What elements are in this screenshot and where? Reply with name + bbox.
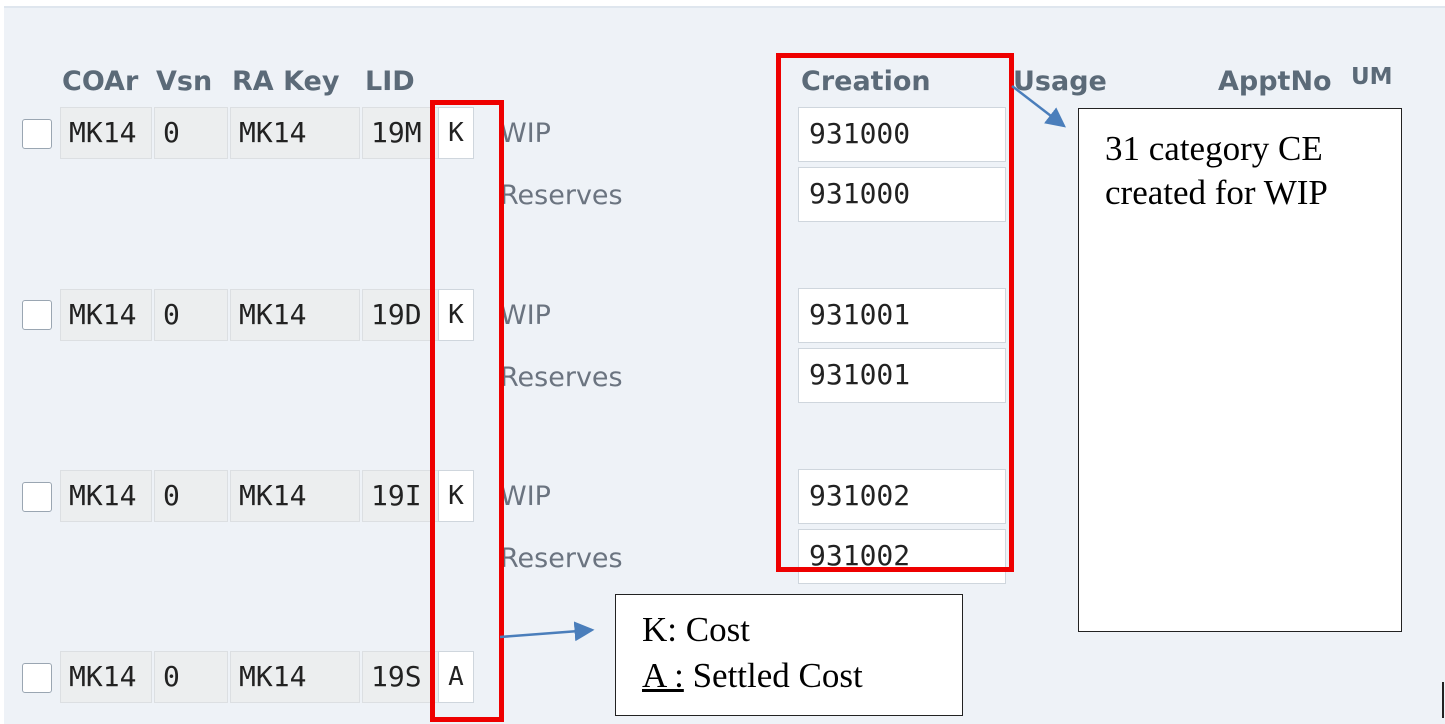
wip-label: WIP (500, 118, 551, 149)
row-select-checkbox[interactable] (22, 119, 52, 149)
category-legend: K: Cost A : Settled Cost (615, 594, 963, 716)
category-input[interactable]: K (438, 289, 474, 341)
lid-cell: 19D (362, 289, 440, 341)
ra-key-cell: MK14 (230, 470, 360, 522)
header-usage: Usage (1013, 66, 1107, 97)
row-select-checkbox[interactable] (22, 663, 52, 693)
header-um: UM (1351, 64, 1393, 90)
coar-cell: MK14 (60, 470, 152, 522)
coar-cell: MK14 (60, 651, 152, 703)
legend-cost: K: Cost (642, 610, 750, 649)
header-vsn: Vsn (156, 66, 213, 97)
coar-cell: MK14 (60, 289, 152, 341)
reserves-label: Reserves (500, 543, 623, 574)
legend-a-key: A : (642, 656, 684, 695)
vsn-cell: 0 (154, 470, 228, 522)
vsn-cell: 0 (154, 651, 228, 703)
ra-key-cell: MK14 (230, 651, 360, 703)
category-column-highlight (430, 100, 504, 722)
header-lid: LID (365, 66, 415, 97)
coar-cell: MK14 (60, 107, 152, 159)
header-creation: Creation (801, 66, 931, 97)
legend-a-text: Settled Cost (683, 656, 863, 695)
header-apptno: ApptNo (1218, 66, 1332, 97)
wip-creation-input[interactable]: 931000 (798, 107, 1006, 162)
lid-cell: 19I (362, 470, 440, 522)
wip-creation-input[interactable]: 931002 (798, 469, 1006, 524)
header-ra-key: RA Key (232, 66, 340, 97)
reserves-creation-input[interactable]: 931000 (798, 167, 1006, 222)
reserves-label: Reserves (500, 362, 623, 393)
category-input[interactable]: A (438, 651, 474, 703)
header-coar: COAr (62, 66, 139, 97)
category-input[interactable]: K (438, 470, 474, 522)
reserves-creation-input[interactable]: 931001 (798, 348, 1006, 403)
wip-label: WIP (500, 300, 551, 331)
reserves-label: Reserves (500, 180, 623, 211)
vsn-cell: 0 (154, 289, 228, 341)
legend-settled-cost: A : Settled Cost (642, 653, 962, 699)
ce-note-line: created for WIP (1105, 173, 1328, 212)
lid-cell: 19M (362, 107, 440, 159)
vsn-cell: 0 (154, 107, 228, 159)
category-input[interactable]: K (438, 107, 474, 159)
wip-label: WIP (500, 481, 551, 512)
reserves-creation-input[interactable]: 931002 (798, 529, 1006, 584)
ra-key-cell: MK14 (230, 107, 360, 159)
wip-creation-input[interactable]: 931001 (798, 288, 1006, 343)
ce-note-line: 31 category CE (1105, 129, 1323, 168)
row-select-checkbox[interactable] (22, 482, 52, 512)
ce-category-note: 31 category CE created for WIP (1078, 108, 1402, 632)
lid-cell: 19S (362, 651, 440, 703)
ra-key-cell: MK14 (230, 289, 360, 341)
row-select-checkbox[interactable] (22, 300, 52, 330)
creation-column-highlight (776, 53, 1014, 572)
